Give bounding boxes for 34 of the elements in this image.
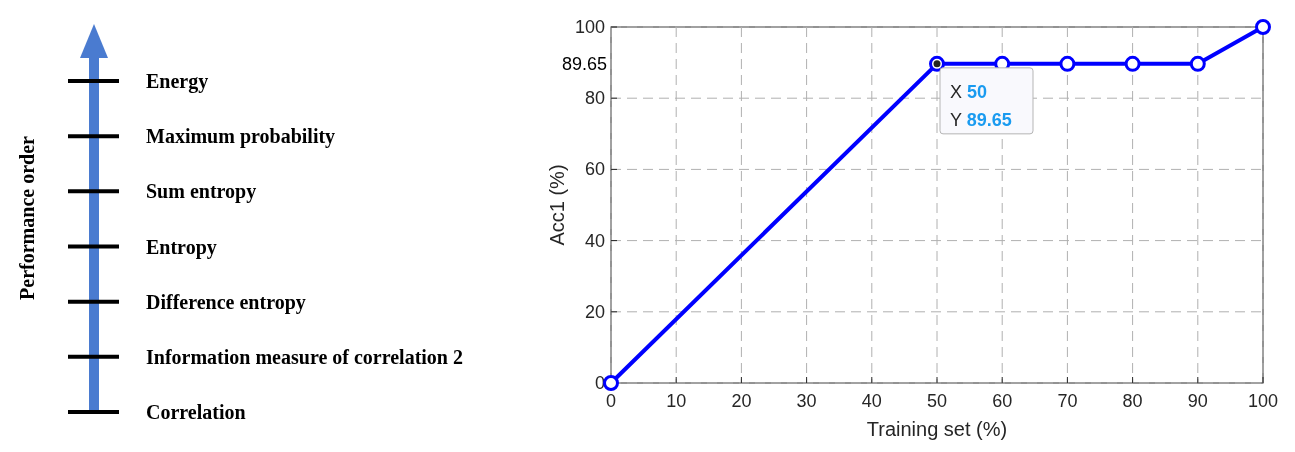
x-tick-label: 30 <box>796 391 817 411</box>
y-tick-label: 60 <box>584 159 605 180</box>
x-tick-label: 10 <box>666 391 687 411</box>
text: Entropy <box>146 235 217 259</box>
text: Difference entropy <box>146 290 306 314</box>
x-tick-label: 50 <box>926 391 948 411</box>
point <box>1189 55 1206 72</box>
point <box>929 55 945 72</box>
y-tick-label: 20 <box>584 301 605 322</box>
y-tick-label: 80 <box>584 88 605 109</box>
text: Maximum probability <box>146 125 336 149</box>
y-tick-label: 40 <box>584 230 605 251</box>
text: 89.65 <box>561 54 607 74</box>
y-axis-title: Acc1 (%) <box>546 164 568 246</box>
x-tick-label: 40 <box>861 391 882 411</box>
y-tick-label: 100 <box>574 17 605 37</box>
point <box>1124 55 1141 72</box>
x-tick-label: 90 <box>1187 391 1208 411</box>
x-tick-label: 100 <box>1247 391 1279 411</box>
text: Information measure of correlation 2 <box>146 345 463 368</box>
x-tick-label: 20 <box>731 391 752 411</box>
x-tick-label: 60 <box>992 391 1013 411</box>
point <box>1059 55 1076 72</box>
text: Performance order <box>16 135 38 300</box>
point <box>603 375 619 391</box>
annotation: X 50 Y 89.65 <box>950 81 1012 130</box>
x-tick-label: 80 <box>1122 391 1143 411</box>
x-tick-label: 70 <box>1057 391 1078 411</box>
point <box>1255 19 1271 35</box>
y-tick-label: 0 <box>594 373 605 393</box>
text: Sum entropy <box>146 180 257 204</box>
x-axis-title: Training set (%) <box>866 418 1008 440</box>
text: Correlation <box>146 401 246 423</box>
text: Energy <box>146 70 209 93</box>
